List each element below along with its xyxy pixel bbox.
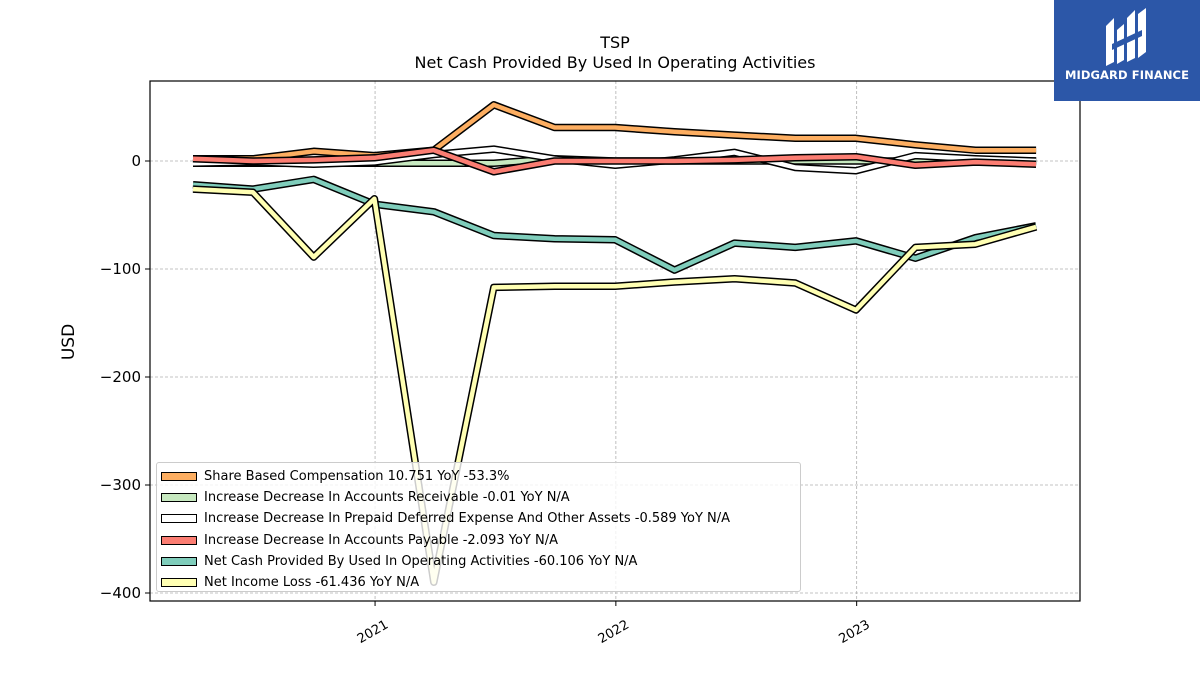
series-lines [192, 101, 1038, 586]
series-stroke [192, 177, 1037, 273]
legend-swatch [161, 472, 197, 482]
legend-item: Net Cash Provided By Used In Operating A… [161, 551, 800, 572]
legend: Share Based Compensation 10.751 YoY -53.… [156, 462, 801, 592]
y-tick-label: −100 [100, 260, 141, 278]
chart-title: TSP [599, 33, 630, 52]
y-tick-label: −400 [100, 584, 141, 602]
y-tick-label: −300 [100, 476, 141, 494]
series-line-3 [192, 146, 1037, 176]
series-stroke [192, 186, 1037, 585]
series-line-4 [192, 175, 1037, 274]
y-axis-label: USD [59, 324, 79, 360]
x-tick-label: 2021 [355, 617, 391, 647]
legend-label: Share Based Compensation 10.751 YoY -53.… [204, 469, 510, 485]
y-tick-label: −200 [100, 368, 141, 386]
brand-logo: MIDGARD FINANCE [1054, 0, 1200, 101]
legend-item: Increase Decrease In Accounts Payable -2… [161, 530, 800, 551]
x-tick-label: 2023 [836, 617, 872, 647]
series-stroke [192, 147, 1037, 175]
legend-swatch [161, 556, 197, 566]
legend-label: Increase Decrease In Accounts Receivable… [204, 490, 570, 506]
logo-text: MIDGARD FINANCE [1064, 68, 1190, 82]
logo-mark-icon [1106, 8, 1146, 66]
chart-subtitle: Net Cash Provided By Used In Operating A… [415, 53, 816, 72]
legend-label: Net Cash Provided By Used In Operating A… [204, 553, 638, 569]
legend-item: Increase Decrease In Accounts Receivable… [161, 487, 800, 508]
legend-label: Increase Decrease In Prepaid Deferred Ex… [204, 511, 731, 527]
legend-item: Net Income Loss -61.436 YoY N/A [161, 572, 800, 593]
legend-label: Net Income Loss -61.436 YoY N/A [204, 575, 420, 591]
x-tick-label: 2022 [596, 617, 632, 647]
legend-swatch [161, 535, 197, 545]
series-line-0 [193, 101, 1037, 163]
plot-frame [149, 80, 1081, 602]
legend-item: Share Based Compensation 10.751 YoY -53.… [161, 466, 800, 487]
legend-swatch [161, 578, 197, 588]
legend-swatch [161, 493, 197, 503]
series-line-5 [192, 185, 1038, 586]
legend-item: Increase Decrease In Prepaid Deferred Ex… [161, 508, 800, 529]
series-stroke [193, 102, 1037, 162]
legend-label: Increase Decrease In Accounts Payable -2… [204, 532, 558, 548]
y-tick-label: 0 [131, 152, 141, 170]
legend-swatch [161, 514, 197, 524]
